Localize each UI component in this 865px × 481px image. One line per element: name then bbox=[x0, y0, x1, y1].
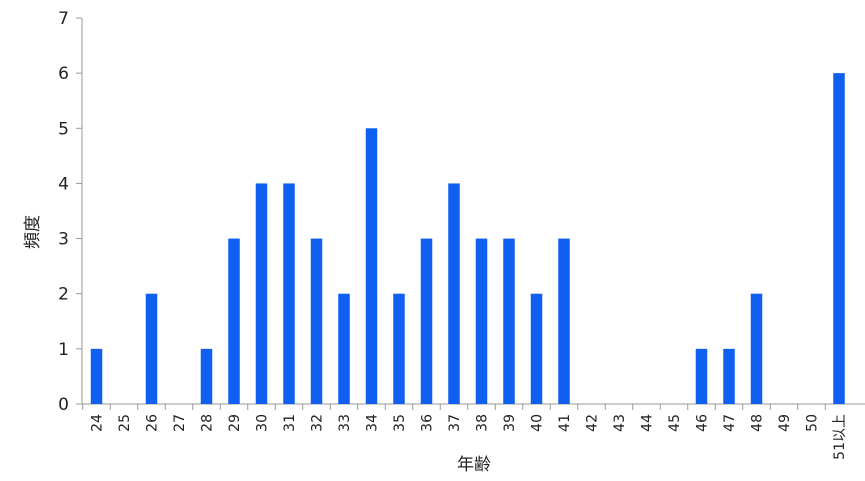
x-tick-label: 39 bbox=[502, 414, 518, 432]
x-tick-label: 47 bbox=[722, 414, 738, 432]
bar bbox=[255, 183, 268, 404]
x-tick-label: 37 bbox=[447, 414, 463, 432]
y-axis: 0 1 2 3 4 5 6 7 bbox=[58, 9, 83, 415]
x-tick-label: 25 bbox=[117, 414, 133, 432]
x-tick-label: 41 bbox=[557, 414, 573, 432]
bar bbox=[833, 73, 845, 405]
x-tick-label: 28 bbox=[200, 414, 216, 432]
y-tick-label: 0 bbox=[58, 395, 69, 415]
y-tick-label: 1 bbox=[58, 340, 69, 360]
y-tick-label: 6 bbox=[58, 64, 69, 84]
x-tick-label: 35 bbox=[392, 414, 408, 432]
bar bbox=[338, 293, 350, 404]
bar bbox=[723, 348, 735, 404]
bar bbox=[530, 293, 543, 404]
bar bbox=[228, 238, 240, 404]
x-tick-label: 38 bbox=[475, 414, 491, 432]
bar bbox=[503, 238, 515, 404]
x-tick-label: 44 bbox=[640, 414, 656, 432]
x-tick-label: 24 bbox=[90, 414, 106, 432]
x-tick-label: 43 bbox=[612, 414, 628, 432]
y-tick-label: 2 bbox=[58, 285, 69, 305]
x-tick-label: 27 bbox=[172, 414, 188, 432]
x-axis-label: 年齢 bbox=[457, 455, 491, 475]
bar bbox=[365, 128, 378, 405]
bar bbox=[558, 238, 570, 404]
x-tick-label: 50 bbox=[805, 414, 821, 432]
bar bbox=[310, 238, 323, 404]
y-tick-label: 5 bbox=[58, 119, 69, 139]
x-tick-label: 51以上 bbox=[832, 414, 848, 460]
x-tick-label: 26 bbox=[145, 414, 161, 432]
x-tick-label: 34 bbox=[365, 414, 381, 432]
y-tick-label: 7 bbox=[58, 9, 69, 29]
x-tick-label: 46 bbox=[695, 414, 711, 432]
x-axis: 24 25 26 27 28 29 30 31 32 33 34 35 36 37 38 39 40 41 42 43… bbox=[82, 403, 865, 460]
x-tick-label: 36 bbox=[420, 414, 436, 432]
y-tick-label: 4 bbox=[58, 174, 69, 194]
bar bbox=[90, 348, 103, 404]
bar bbox=[393, 293, 405, 404]
bar bbox=[200, 348, 213, 404]
bar bbox=[145, 293, 158, 404]
bar bbox=[283, 183, 295, 404]
bar bbox=[750, 293, 763, 404]
x-tick-label: 29 bbox=[227, 414, 243, 432]
x-tick-label: 45 bbox=[667, 414, 683, 432]
bar bbox=[448, 183, 460, 404]
y-tick-label: 3 bbox=[58, 230, 69, 250]
bar bbox=[420, 238, 433, 404]
x-tick-label: 48 bbox=[750, 414, 766, 432]
x-tick-label: 33 bbox=[337, 414, 353, 432]
x-tick-label: 42 bbox=[585, 414, 601, 432]
x-tick-label: 40 bbox=[530, 414, 546, 432]
y-axis-label: 頻度 bbox=[23, 215, 43, 249]
bar bbox=[475, 238, 488, 404]
x-tick-label: 31 bbox=[282, 414, 298, 432]
bar bbox=[695, 348, 708, 404]
x-tick-label: 49 bbox=[777, 414, 793, 432]
bars-group bbox=[90, 73, 845, 405]
x-tick-label: 30 bbox=[255, 414, 271, 432]
x-tick-label: 32 bbox=[310, 414, 326, 432]
